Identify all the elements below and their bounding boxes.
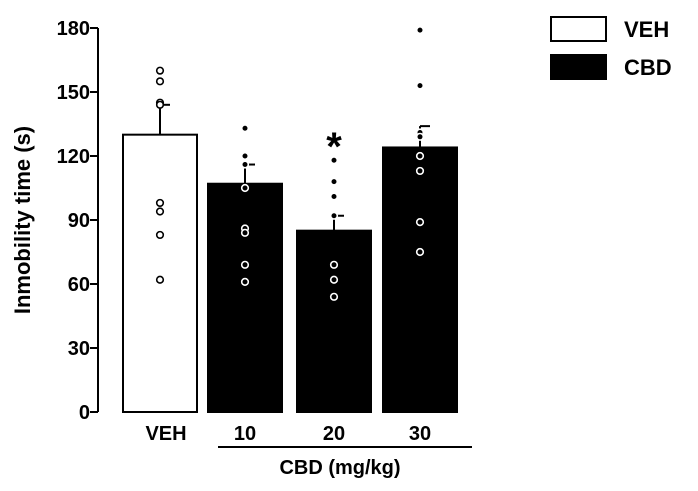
- legend-swatch-cbd: [550, 54, 607, 80]
- data-point-30: [415, 132, 425, 141]
- data-point-20: [329, 211, 339, 220]
- y-tick-label: 120: [57, 146, 90, 168]
- legend: VEH CBD: [550, 16, 672, 80]
- bar-20: [296, 229, 372, 413]
- data-point-10: [240, 228, 250, 237]
- x-tick-labels: VEH 10 20 30: [145, 423, 431, 445]
- data-point-10: [240, 183, 250, 193]
- x-tick-label: VEH: [145, 423, 186, 445]
- data-point-VEH: [155, 207, 165, 216]
- y-tick-label: 30: [68, 338, 90, 360]
- y-tick-label: 150: [57, 82, 90, 104]
- bars-group: *: [122, 26, 458, 414]
- bar-VEH: [122, 133, 198, 414]
- x-tick-label: 10: [234, 423, 256, 445]
- data-point-30: [415, 166, 425, 176]
- y-tick-label: 90: [68, 210, 90, 232]
- data-point-VEH: [155, 275, 165, 284]
- data-point-30: [415, 81, 425, 90]
- data-point-10: [240, 160, 250, 169]
- data-point-20: [329, 292, 339, 301]
- legend-label-cbd: CBD: [624, 55, 672, 80]
- legend-swatch-veh: [550, 16, 607, 42]
- x-axis-label: CBD (mg/kg): [279, 457, 400, 479]
- data-point-10: [240, 277, 250, 286]
- data-point-30: [415, 247, 425, 257]
- bar-10: [207, 182, 283, 413]
- data-point-10: [240, 124, 250, 133]
- data-point-20: [329, 156, 339, 165]
- y-tick-label: 60: [68, 274, 90, 296]
- data-point-20: [329, 260, 339, 269]
- data-point-30: [415, 218, 425, 227]
- data-point-10: [240, 260, 250, 269]
- data-point-20: [329, 275, 339, 284]
- x-tick-label: 30: [409, 423, 431, 445]
- data-point-10: [240, 151, 250, 161]
- bar-30: [382, 146, 458, 413]
- significance-marker: *: [326, 125, 342, 169]
- data-point-30: [415, 151, 425, 161]
- legend-label-veh: VEH: [624, 17, 669, 42]
- data-point-20: [329, 177, 339, 186]
- y-axis: 0 30 60 90 120 150 180: [57, 18, 99, 424]
- x-tick-label: 20: [323, 423, 345, 445]
- y-axis-label: Inmobility time (s): [10, 126, 35, 314]
- data-point-20: [329, 192, 339, 201]
- data-point-VEH: [155, 198, 165, 208]
- data-point-VEH: [155, 77, 165, 86]
- y-tick-label: 180: [57, 18, 90, 40]
- y-tick-label: 0: [79, 402, 90, 424]
- data-point-VEH: [155, 66, 165, 75]
- data-point-VEH: [155, 230, 165, 240]
- data-point-30: [415, 26, 425, 35]
- data-point-VEH: [155, 100, 165, 109]
